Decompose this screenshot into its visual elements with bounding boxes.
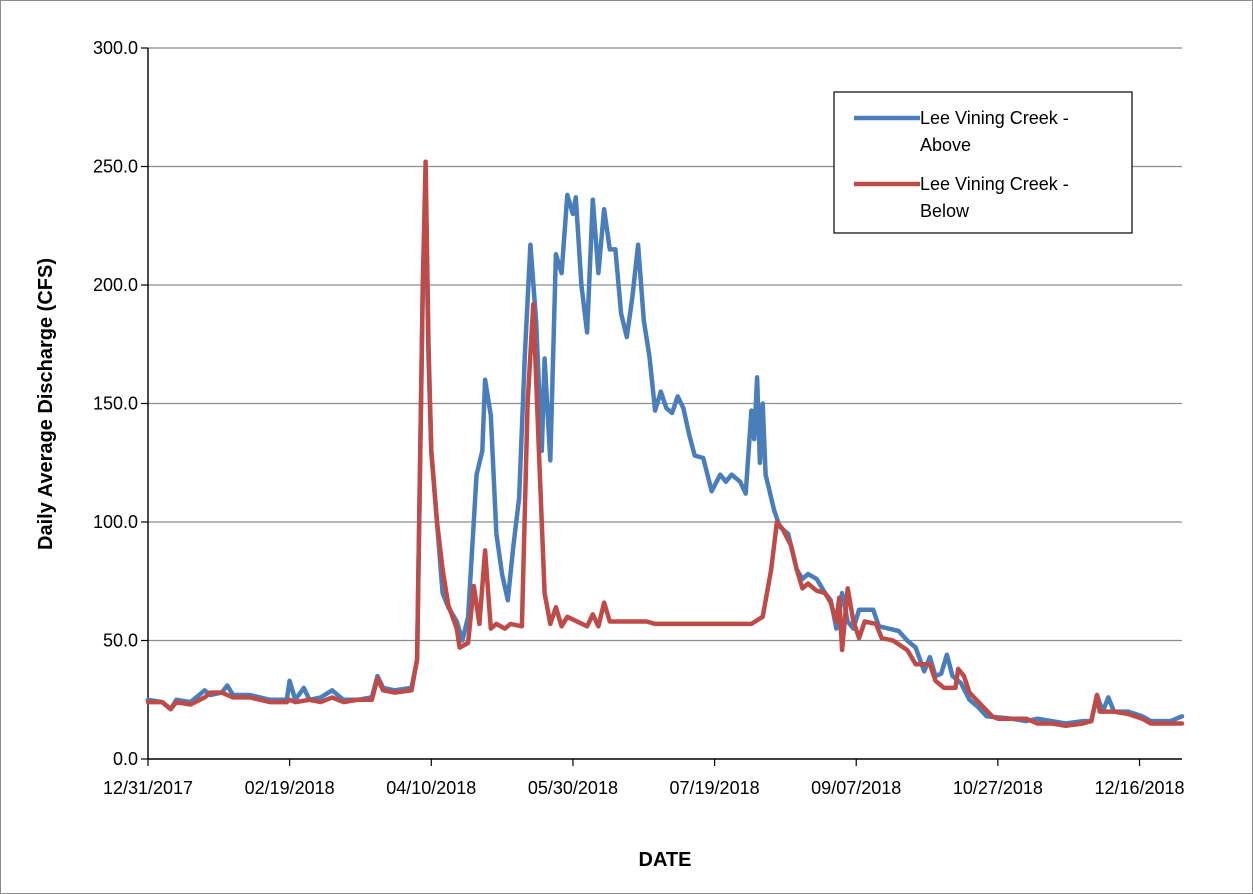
- y-tick-label: 100.0: [93, 512, 138, 532]
- series-line-below: [145, 159, 1185, 729]
- y-tick-label: 0.0: [113, 749, 138, 769]
- legend: Lee Vining Creek -Above Lee Vining Creek …: [833, 91, 1133, 234]
- legend-box: [833, 91, 1133, 234]
- x-tick-label: 12/16/2018: [1094, 778, 1184, 798]
- y-tick-label: 300.0: [93, 38, 138, 58]
- legend-entry-label: Lee Vining Creek -Below: [920, 174, 1069, 221]
- tick-labels: 0.0 50.0 100.0 150.0 200.0 250.0 300.0 12/31/20…: [93, 38, 1185, 798]
- series-lines: [145, 159, 1185, 729]
- x-tick-label: 10/27/2018: [953, 778, 1043, 798]
- y-tick-label: 200.0: [93, 275, 138, 295]
- legend-entry-label: Lee Vining Creek -Above: [920, 108, 1069, 155]
- y-tick-label: 150.0: [93, 394, 138, 414]
- y-tick-label: 50.0: [103, 631, 138, 651]
- x-tick-label: 04/10/2018: [386, 778, 476, 798]
- x-tick-label: 12/31/2017: [103, 778, 193, 798]
- x-tick-label: 02/19/2018: [245, 778, 335, 798]
- x-tick-label: 09/07/2018: [811, 778, 901, 798]
- x-tick-label: 05/30/2018: [528, 778, 618, 798]
- x-axis-title: DATE: [639, 849, 692, 871]
- x-tick-label: 07/19/2018: [670, 778, 760, 798]
- series-line-above: [145, 187, 1185, 726]
- y-axis-title: Daily Average Discharge (CFS): [35, 258, 57, 550]
- axes: [141, 47, 1182, 766]
- y-tick-label: 250.0: [93, 157, 138, 177]
